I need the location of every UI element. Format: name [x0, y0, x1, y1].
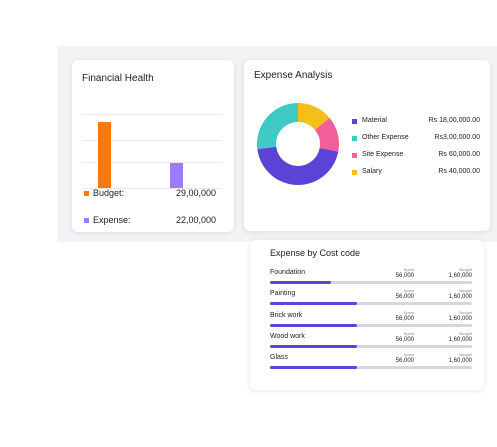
site-expense-swatch — [352, 153, 357, 158]
expense-analysis-card: Expense Analysis Material Rs 18,00,000.0… — [244, 60, 490, 231]
budget-caption: Budget — [459, 331, 472, 336]
material-label: Material — [362, 117, 387, 124]
budget-value: 29,00,000 — [175, 188, 216, 198]
spent-column: Spent 56,000 — [396, 288, 414, 301]
progress-fill — [270, 302, 357, 305]
progress-track — [270, 324, 472, 327]
expense-donut-chart — [257, 103, 339, 185]
expense-label: Expense: — [93, 215, 131, 225]
budget-value: 1,60,000 — [448, 337, 472, 343]
budget-column: Budget 1,60,000 — [449, 267, 472, 280]
cost-code-row-painting: Painting Spent 56,000 Budget 1,60,000 — [270, 288, 472, 308]
progress-track — [270, 366, 472, 369]
budget-bar — [98, 122, 111, 188]
budget-value: 1,60,000 — [448, 358, 472, 364]
donut-slice-salary — [298, 103, 330, 130]
progress-fill — [270, 324, 357, 327]
grid-line — [82, 188, 222, 189]
grid-line — [82, 140, 222, 141]
budget-caption: Budget — [459, 288, 472, 293]
budget-legend: Budget: — [84, 188, 124, 198]
salary-swatch — [352, 170, 357, 175]
financial-health-title: Financial Health — [82, 73, 154, 84]
cost-code-name: Glass — [270, 354, 288, 361]
material-swatch — [352, 119, 357, 124]
site-expense-value: Rs 60,000.00 — [438, 151, 480, 158]
spent-value: 56,000 — [395, 273, 414, 279]
expense-bar — [170, 162, 183, 188]
budget-swatch — [84, 191, 89, 197]
budget-caption: Budget — [459, 267, 472, 272]
cost-code-name: Painting — [270, 290, 296, 297]
cost-code-title: Expense by Cost code — [270, 248, 361, 258]
legend-item-site-expense: Site Expense Rs 60,000.00 — [352, 151, 482, 161]
donut-slice-material — [257, 146, 339, 185]
other-expense-value: Rs3,00,000.00 — [434, 134, 480, 141]
budget-column: Budget 1,60,000 — [449, 352, 472, 365]
budget-value: 1,60,000 — [448, 294, 472, 300]
spent-caption: Spent — [403, 352, 414, 357]
grid-line — [82, 162, 222, 163]
cost-code-name: Foundation — [270, 269, 306, 276]
spent-caption: Spent — [403, 331, 414, 336]
financial-health-card: Financial Health Budget: 29,00,000 Expen… — [72, 60, 234, 232]
legend-item-other-expense: Other Expense Rs3,00,000.00 — [352, 134, 482, 144]
budget-column: Budget 1,60,000 — [449, 331, 472, 344]
legend-item-salary: Salary Rs 40,000.00 — [352, 168, 482, 178]
spent-caption: Spent — [403, 267, 414, 272]
other-expense-label: Other Expense — [362, 134, 409, 141]
spent-caption: Spent — [403, 288, 414, 293]
cost-code-row-wood-work: Wood work Spent 56,000 Budget 1,60,000 — [270, 331, 472, 351]
spent-column: Spent 56,000 — [396, 352, 414, 365]
spent-caption: Spent — [403, 310, 414, 315]
financial-health-chart — [82, 94, 224, 198]
site-expense-label: Site Expense — [362, 151, 404, 158]
legend-item-material: Material Rs 18,00,000.00 — [352, 117, 482, 127]
progress-track — [270, 345, 472, 348]
spent-value: 56,000 — [395, 358, 414, 364]
progress-track — [270, 302, 472, 305]
other-expense-swatch — [352, 136, 357, 141]
cost-code-card: Expense by Cost code Foundation Spent 56,… — [250, 240, 484, 390]
progress-fill — [270, 345, 357, 348]
budget-caption: Budget — [459, 352, 472, 357]
salary-label: Salary — [362, 168, 382, 175]
spent-value: 56,000 — [395, 294, 414, 300]
progress-fill — [270, 366, 357, 369]
budget-label: Budget: — [93, 188, 125, 198]
spent-column: Spent 56,000 — [396, 331, 414, 344]
cost-code-name: Wood work — [270, 333, 305, 340]
donut-slice-site-expense — [314, 117, 339, 152]
expense-analysis-title: Expense Analysis — [254, 70, 333, 81]
expense-value: 22,00,000 — [175, 215, 216, 225]
budget-value: 1,60,000 — [448, 316, 472, 322]
cost-code-name: Brick work — [270, 312, 303, 319]
material-value: Rs 18,00,000.00 — [428, 117, 480, 124]
budget-column: Budget 1,60,000 — [449, 288, 472, 301]
grid-line — [82, 114, 222, 115]
salary-value: Rs 40,000.00 — [438, 168, 480, 175]
cost-code-row-foundation: Foundation Spent 56,000 Budget 1,60,000 — [270, 267, 472, 287]
progress-track — [270, 281, 472, 284]
spent-value: 56,000 — [395, 316, 414, 322]
expense-swatch — [84, 218, 89, 224]
spent-column: Spent 56,000 — [396, 267, 414, 280]
progress-fill — [270, 281, 331, 284]
budget-value: 1,60,000 — [448, 273, 472, 279]
donut-slice-other-expense — [257, 103, 298, 150]
budget-column: Budget 1,60,000 — [449, 310, 472, 323]
cost-code-row-glass: Glass Spent 56,000 Budget 1,60,000 — [270, 352, 472, 372]
spent-column: Spent 56,000 — [396, 310, 414, 323]
spent-value: 56,000 — [395, 337, 414, 343]
budget-caption: Budget — [459, 310, 472, 315]
expense-legend: Expense: — [84, 215, 131, 225]
cost-code-row-brick-work: Brick work Spent 56,000 Budget 1,60,000 — [270, 310, 472, 330]
